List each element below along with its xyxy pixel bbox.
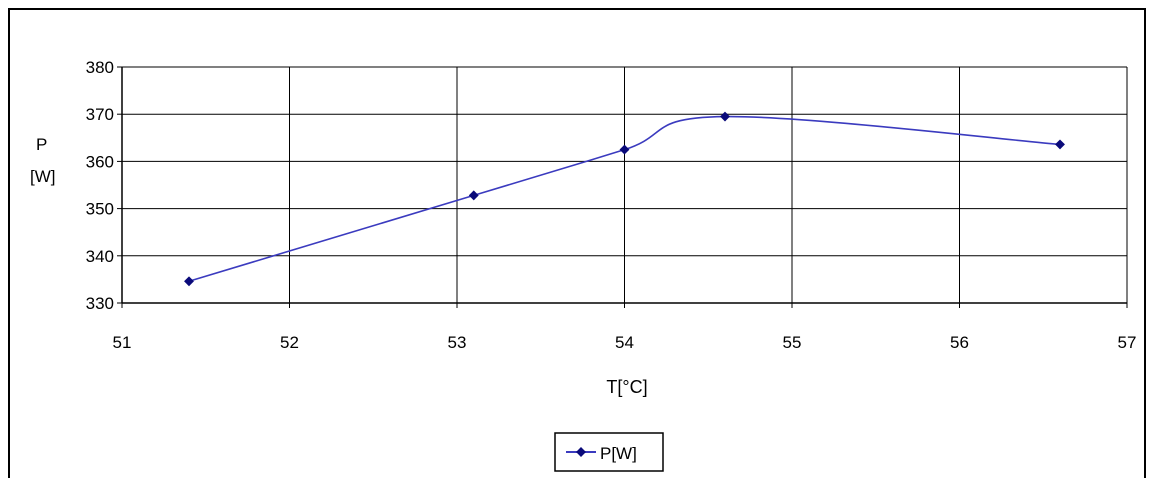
legend-marker xyxy=(576,447,586,457)
x-tick-label: 55 xyxy=(783,333,802,352)
y-axis-tick-labels: 330 340 350 360 370 380 xyxy=(86,58,114,313)
data-point xyxy=(184,276,194,287)
data-point xyxy=(720,111,730,122)
y-tick-label: 380 xyxy=(86,58,114,77)
x-tick-label: 51 xyxy=(113,333,132,352)
legend-label: P[W] xyxy=(600,444,637,463)
y-tick-label: 330 xyxy=(86,294,114,313)
x-axis-label: T[°C] xyxy=(606,377,647,397)
series-group xyxy=(184,111,1065,287)
y-tick-label: 370 xyxy=(86,105,114,124)
y-tick-label: 350 xyxy=(86,200,114,219)
data-point xyxy=(619,144,630,155)
x-tick-label: 57 xyxy=(1118,333,1137,352)
y-axis-label-line1: P xyxy=(36,135,47,154)
y-tick-label: 360 xyxy=(86,152,114,171)
y-tick-label: 340 xyxy=(86,247,114,266)
chart-frame xyxy=(8,8,1146,478)
x-tick-label: 54 xyxy=(615,333,634,352)
x-tick-label: 53 xyxy=(448,333,467,352)
data-point xyxy=(468,190,479,201)
data-point xyxy=(1055,139,1065,150)
x-axis-tick-labels: 51 52 53 54 55 56 57 xyxy=(113,333,1137,352)
y-axis-label-line2: [W] xyxy=(30,167,56,186)
x-tick-label: 56 xyxy=(950,333,969,352)
gridlines xyxy=(117,66,1128,308)
legend: P[W] xyxy=(554,432,664,472)
x-tick-label: 52 xyxy=(280,333,299,352)
